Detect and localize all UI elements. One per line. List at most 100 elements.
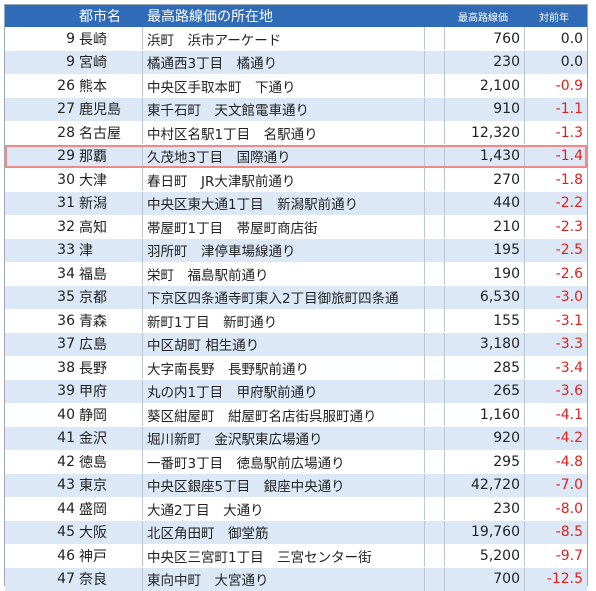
city-cell: 青森 [77, 309, 143, 332]
price-cell: 210 [445, 215, 525, 238]
change-cell: -2.3 [555, 218, 583, 235]
city-cell: 金沢 [77, 426, 143, 450]
spacer-cell [425, 450, 445, 473]
table-row: 38 長野 大字南長野 長野駅前通り 285 -3.4 [5, 356, 587, 379]
city-cell: 奈良 [77, 567, 143, 591]
rank-cell: 29 [57, 148, 75, 164]
change-cell: -7.0 [555, 477, 583, 493]
spacer-cell [425, 238, 445, 262]
price-cell: 1,430 [445, 144, 525, 168]
rank-cell: 28 [57, 124, 75, 141]
location-cell: 下京区四条通寺町東入2丁目御旅町四条通 [143, 285, 425, 309]
spacer-cell [425, 74, 445, 97]
table-row: 34 福島 栄町 福島駅前通り 190 -2.6 [5, 262, 587, 285]
table-row: 41 金沢 堀川新町 金沢駅東広場通り 920 -4.2 [5, 426, 587, 450]
rank-cell: 46 [57, 547, 75, 564]
price-cell: 270 [445, 168, 525, 191]
city-cell: 那覇 [77, 144, 143, 168]
rank-cell: 42 [57, 453, 75, 470]
table-row: 32 高知 帯屋町1丁目 帯屋町商店街 210 -2.3 [5, 215, 587, 238]
rank-cell: 36 [57, 312, 75, 329]
price-cell: 265 [445, 379, 525, 403]
location-cell: 丸の内1丁目 甲府駅前通り [143, 379, 425, 403]
location-cell: 橘通西3丁目 橘通り [143, 50, 425, 74]
price-cell: 42,720 [445, 473, 525, 497]
table-row: 46 神戸 中央区三宮町1丁目 三宮センター街 5,200 -9.7 [5, 544, 587, 567]
spacer-cell [425, 379, 445, 403]
location-cell: 栄町 福島駅前通り [143, 262, 425, 285]
city-cell: 京都 [77, 285, 143, 309]
city-cell: 福島 [77, 262, 143, 285]
change-cell: -2.6 [555, 265, 583, 282]
change-cell: -2.5 [555, 242, 583, 258]
city-cell: 静岡 [77, 403, 143, 426]
price-cell: 700 [445, 567, 525, 591]
spacer-cell [425, 50, 445, 74]
location-cell: 中央区手取本町 下通り [143, 74, 425, 97]
location-cell: 大通2丁目 大通り [143, 497, 425, 520]
rank-cell: 43 [57, 477, 75, 493]
table-row: 43 東京 中央区銀座5丁目 銀座中央通り 42,720 -7.0 [5, 473, 587, 497]
price-cell: 230 [445, 497, 525, 520]
table-row: 36 青森 新町1丁目 新町通り 155 -3.1 [5, 309, 587, 332]
spacer-cell [425, 121, 445, 144]
location-cell: 久茂地3丁目 国際通り [143, 144, 425, 168]
land-price-table: 都市名 最高路線価の所在地 最高路線価 対前年 9 長崎 浜町 浜市アーケード 760… [4, 4, 588, 591]
price-cell: 760 [445, 27, 525, 50]
price-cell: 190 [445, 262, 525, 285]
change-cell: -8.0 [555, 500, 583, 517]
rank-cell: 9 [66, 30, 75, 47]
rank-cell: 40 [57, 406, 75, 423]
change-cell: -9.7 [555, 547, 583, 564]
table-header: 都市名 最高路線価の所在地 最高路線価 対前年 [5, 5, 587, 27]
rank-cell: 45 [57, 524, 75, 540]
spacer-cell [425, 403, 445, 426]
spacer-cell [425, 520, 445, 544]
city-cell: 新潟 [77, 191, 143, 215]
location-cell: 一番町3丁目 徳島駅前広場通り [143, 450, 425, 473]
rank-cell: 41 [57, 430, 75, 446]
table-row: 26 熊本 中央区手取本町 下通り 2,100 -0.9 [5, 74, 587, 97]
location-cell: 東千石町 天文館電車通り [143, 97, 425, 121]
table-row: 30 大津 春日町 JR大津駅前通り 270 -1.8 [5, 168, 587, 191]
change-cell: -1.4 [555, 148, 583, 164]
change-cell: -4.8 [555, 453, 583, 470]
price-header: 最高路線価 [458, 12, 508, 24]
table-row: 42 徳島 一番町3丁目 徳島駅前広場通り 295 -4.8 [5, 450, 587, 473]
spacer-cell [425, 473, 445, 497]
table-row: 44 盛岡 大通2丁目 大通り 230 -8.0 [5, 497, 587, 520]
location-cell: 浜町 浜市アーケード [143, 27, 425, 50]
location-cell: 新町1丁目 新町通り [143, 309, 425, 332]
city-header: 都市名 [79, 9, 121, 25]
rank-header [5, 5, 77, 27]
spacer-cell [425, 309, 445, 332]
rank-cell: 33 [57, 242, 75, 258]
spacer-cell [425, 285, 445, 309]
city-cell: 大阪 [77, 520, 143, 544]
price-cell: 295 [445, 450, 525, 473]
spacer-cell [425, 27, 445, 50]
spacer-header [425, 5, 445, 27]
table-row: 39 甲府 丸の内1丁目 甲府駅前通り 265 -3.6 [5, 379, 587, 403]
change-header: 対前年 [539, 12, 569, 24]
city-cell: 長崎 [77, 27, 143, 50]
location-cell: 中央区銀座5丁目 銀座中央通り [143, 473, 425, 497]
rank-cell: 26 [57, 77, 75, 94]
rank-cell: 30 [57, 171, 75, 188]
change-cell: -12.5 [546, 571, 583, 587]
price-cell: 12,320 [445, 121, 525, 144]
city-cell: 広島 [77, 332, 143, 356]
table-row: 45 大阪 北区角田町 御堂筋 19,760 -8.5 [5, 520, 587, 544]
change-cell: -3.3 [555, 336, 583, 352]
location-cell: 帯屋町1丁目 帯屋町商店街 [143, 215, 425, 238]
rank-cell: 31 [57, 195, 75, 211]
change-cell: -4.2 [555, 430, 583, 446]
table-row: 35 京都 下京区四条通寺町東入2丁目御旅町四条通 6,530 -3.0 [5, 285, 587, 309]
price-cell: 910 [445, 97, 525, 121]
city-cell: 高知 [77, 215, 143, 238]
city-cell: 名古屋 [77, 121, 143, 144]
spacer-cell [425, 356, 445, 379]
change-cell: 0.0 [560, 54, 583, 70]
location-cell: 中区胡町 相生通り [143, 332, 425, 356]
table-row: 9 長崎 浜町 浜市アーケード 760 0.0 [5, 27, 587, 50]
